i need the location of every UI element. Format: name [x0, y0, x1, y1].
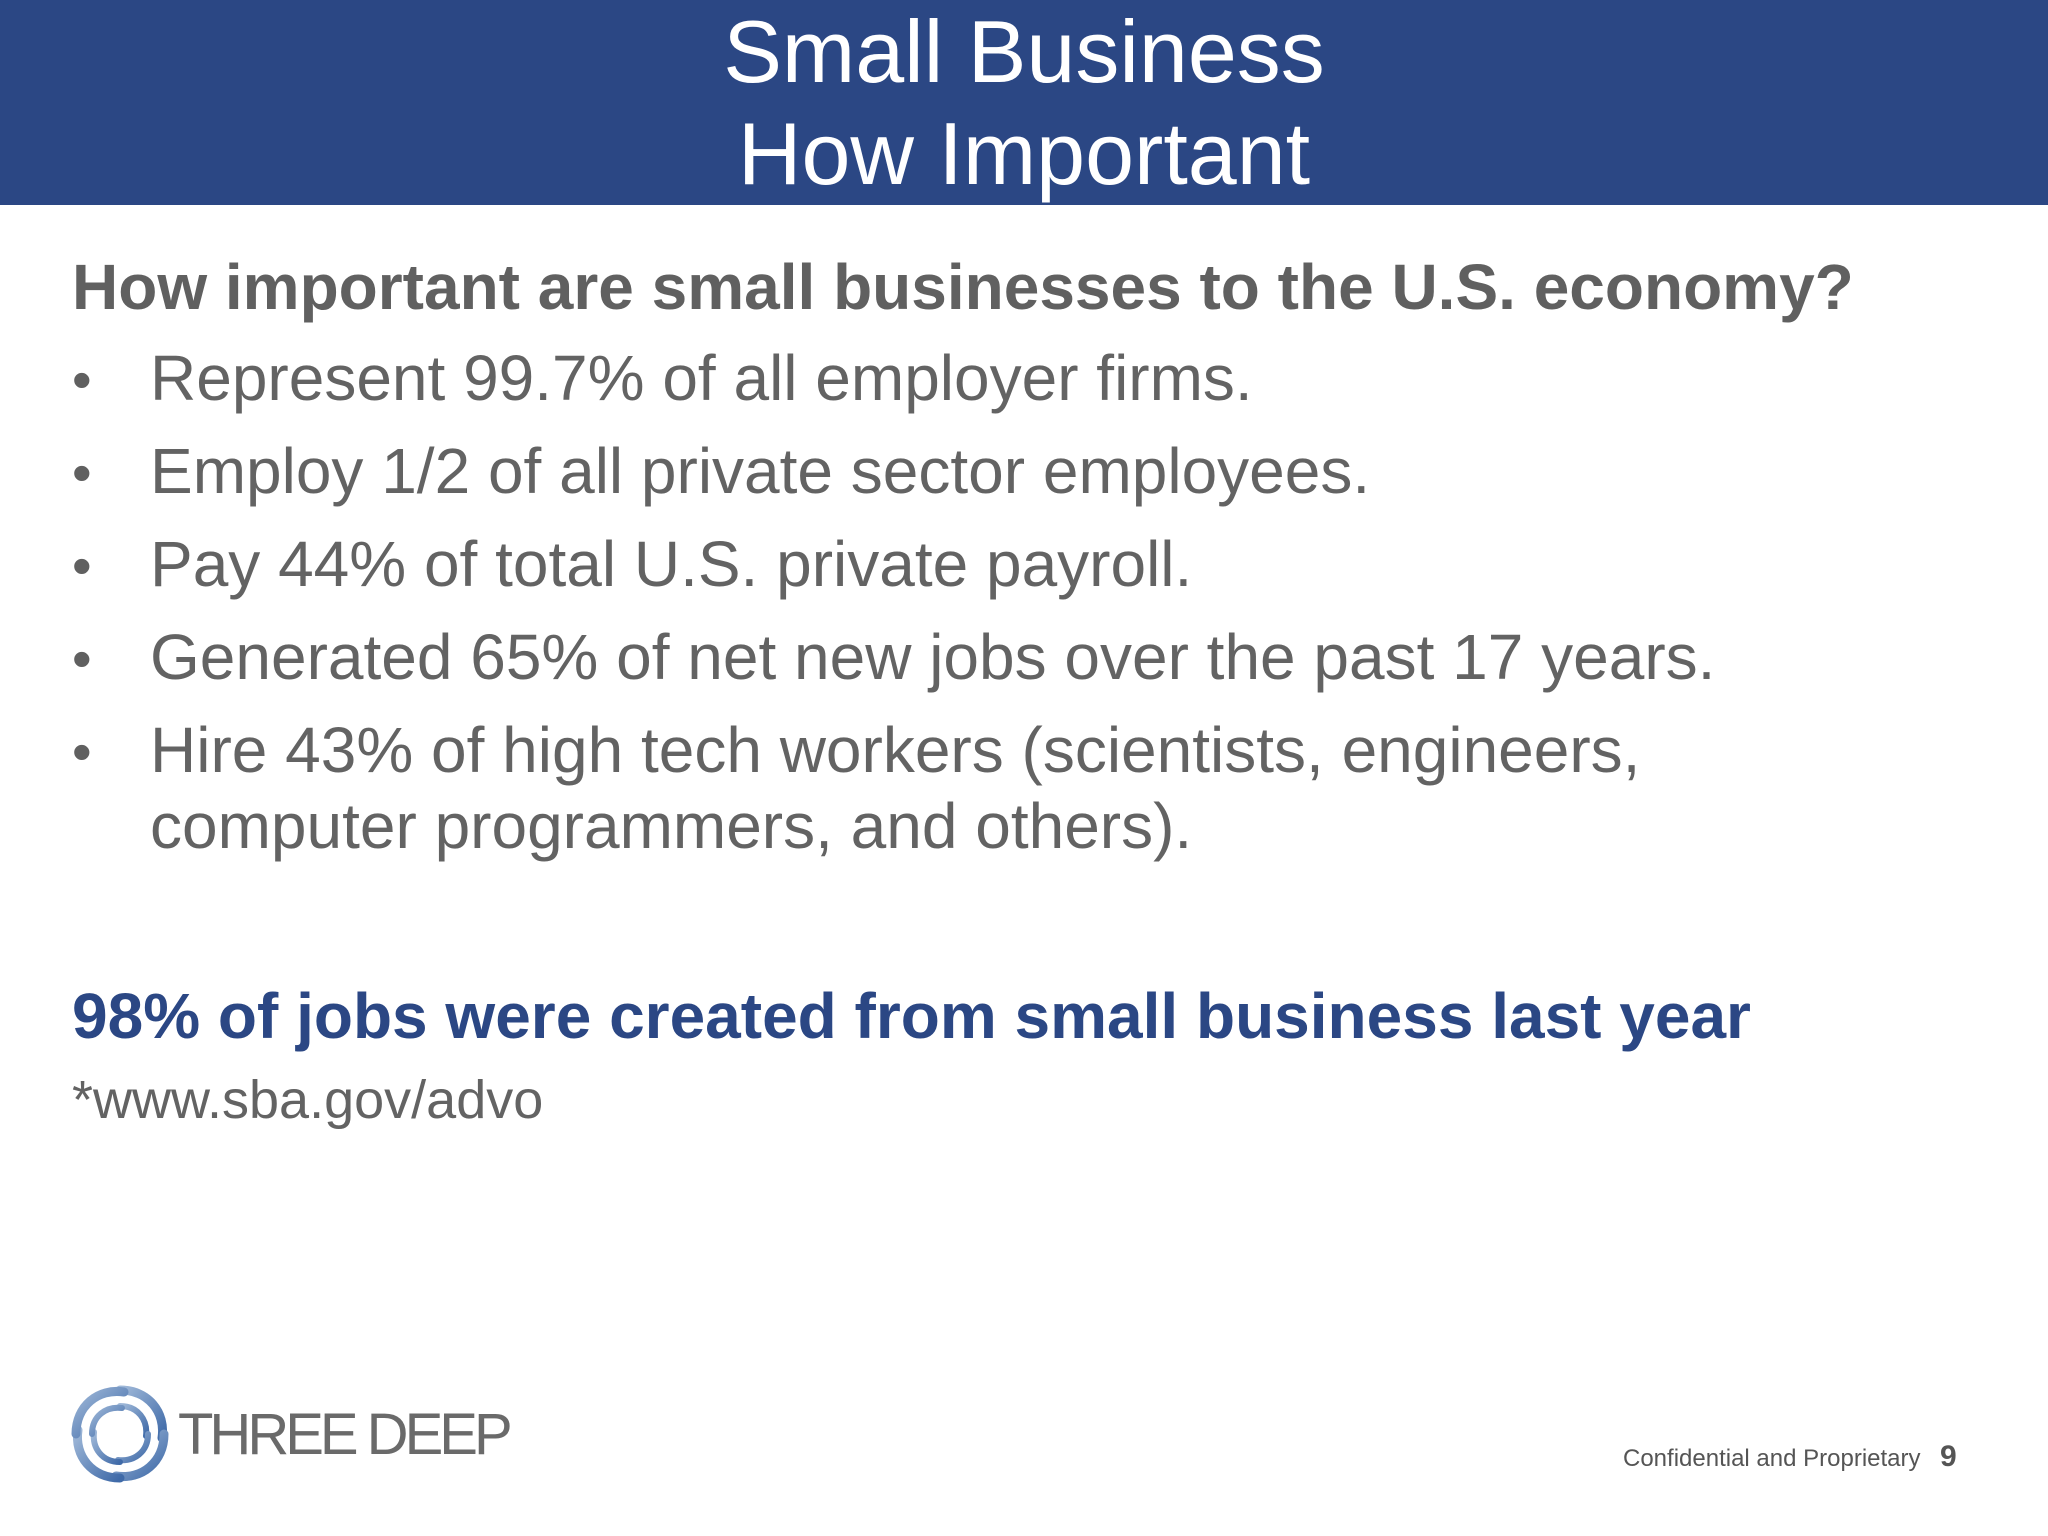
highlight-statement: 98% of jobs were created from small busi…	[72, 980, 1751, 1052]
confidential-note: Confidential and Proprietary	[1623, 1445, 1921, 1472]
bullet-text: Hire 43% of high tech workers (scientist…	[150, 714, 1641, 862]
bullet-item: • Employ 1/2 of all private sector emplo…	[0, 433, 2048, 526]
slide-title-line-1: Small Business	[723, 2, 1325, 101]
bullet-item: • Generated 65% of net new jobs over the…	[0, 619, 2048, 712]
bullet-item: • Pay 44% of total U.S. private payroll.	[0, 526, 2048, 619]
page-number: 9	[1940, 1440, 1957, 1473]
bullet-list: • Represent 99.7% of all employer firms.…	[0, 340, 2048, 872]
source-citation: *www.sba.gov/advo	[72, 1070, 544, 1130]
bullet-text: Represent 99.7% of all employer firms.	[150, 342, 1253, 414]
bullet-text: Employ 1/2 of all private sector employe…	[150, 435, 1371, 507]
bullet-dot: •	[72, 348, 92, 411]
title-banner: Small Business How Important	[0, 0, 2048, 205]
question-heading: How important are small businesses to th…	[72, 251, 1854, 323]
bullet-item: • Represent 99.7% of all employer firms.	[0, 340, 2048, 433]
slide-title-line-2: How Important	[737, 104, 1311, 203]
bullet-text: Pay 44% of total U.S. private payroll.	[150, 528, 1193, 600]
bullet-item: • Hire 43% of high tech workers (scienti…	[0, 712, 2048, 872]
bullet-dot: •	[72, 627, 92, 690]
company-logo: THREE DEEP	[66, 1380, 513, 1490]
bullet-dot: •	[72, 534, 92, 597]
bullet-dot: •	[72, 720, 92, 783]
logo-wordmark: THREE DEEP	[178, 1402, 513, 1467]
bullet-dot: •	[72, 441, 92, 504]
bullet-text: Generated 65% of net new jobs over the p…	[150, 621, 1716, 693]
swirl-logo-icon	[71, 1385, 169, 1483]
